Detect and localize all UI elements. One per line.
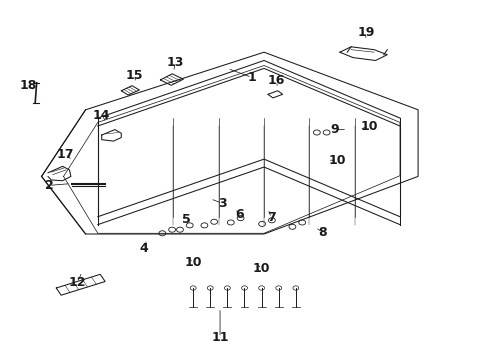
Text: 13: 13 <box>166 57 183 69</box>
Text: 10: 10 <box>328 154 346 167</box>
Text: 3: 3 <box>218 197 226 210</box>
Text: 10: 10 <box>184 256 202 269</box>
Text: 10: 10 <box>252 262 270 275</box>
Text: 17: 17 <box>56 148 74 161</box>
Text: 18: 18 <box>20 79 37 92</box>
Text: 10: 10 <box>360 120 377 132</box>
Text: 16: 16 <box>267 75 285 87</box>
Text: 8: 8 <box>318 226 326 239</box>
Text: 6: 6 <box>235 208 244 221</box>
Text: 15: 15 <box>125 69 143 82</box>
Text: 7: 7 <box>266 211 275 224</box>
Text: 14: 14 <box>93 109 110 122</box>
Text: 2: 2 <box>44 179 53 192</box>
Text: 5: 5 <box>182 213 191 226</box>
Text: 9: 9 <box>330 123 339 136</box>
Text: 19: 19 <box>356 26 374 39</box>
Text: 11: 11 <box>211 331 228 344</box>
Text: 4: 4 <box>140 242 148 255</box>
Text: 12: 12 <box>68 276 86 289</box>
Text: 1: 1 <box>247 71 256 84</box>
